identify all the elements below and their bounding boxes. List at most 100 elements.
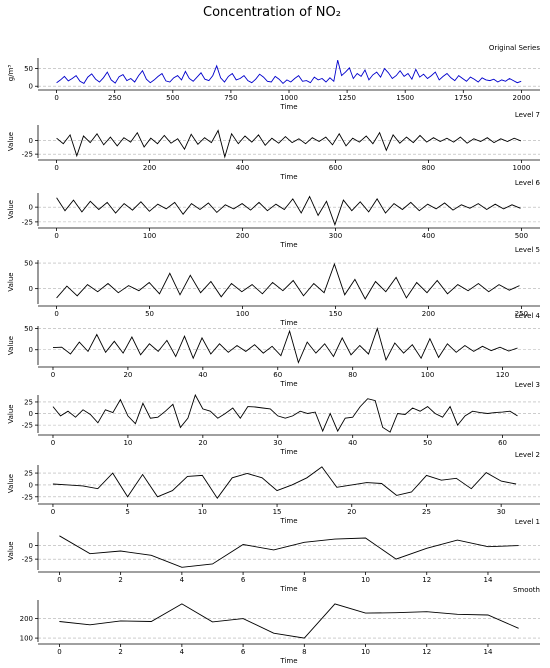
x-tick-label: 400	[422, 232, 435, 240]
x-tick-label: 0	[54, 310, 58, 318]
x-axis-label: Time	[279, 319, 297, 327]
x-tick-label: 500	[515, 232, 528, 240]
x-tick-label: 0	[51, 508, 55, 516]
x-tick-label: 15	[273, 508, 282, 516]
y-tick-label: -25	[22, 422, 33, 430]
x-tick-label: 20	[198, 439, 207, 447]
y-tick-label: -25	[22, 556, 33, 564]
x-axis-label: Time	[279, 241, 297, 249]
x-tick-label: 10	[198, 508, 207, 516]
x-tick-label: 500	[166, 94, 179, 102]
series-line	[52, 466, 517, 499]
x-tick-label: 8	[302, 576, 306, 584]
series-line	[56, 262, 520, 300]
x-tick-label: 100	[421, 371, 434, 379]
subplot-title: Level 5	[515, 246, 540, 254]
x-tick-label: 100	[143, 232, 156, 240]
y-tick-label: 0	[29, 346, 33, 354]
subplot-title: Original Series	[489, 44, 540, 52]
y-axis-label: g/m³	[7, 65, 15, 82]
x-tick-label: 1500	[396, 94, 414, 102]
x-tick-label: 14	[484, 576, 493, 584]
x-tick-label: 750	[224, 94, 237, 102]
x-axis-label: Time	[279, 517, 297, 525]
y-tick-label: -25	[22, 218, 33, 226]
x-tick-label: 250	[515, 310, 528, 318]
subplot-title: Level 6	[515, 179, 541, 187]
series-line	[52, 326, 518, 364]
y-tick-label: 0	[29, 410, 33, 418]
x-tick-label: 50	[145, 310, 154, 318]
x-tick-label: 1000	[280, 94, 298, 102]
y-axis-label: Value	[7, 404, 15, 423]
x-tick-label: 0	[54, 164, 58, 172]
y-axis-label: Value	[7, 132, 15, 151]
y-tick-label: 25	[24, 398, 33, 406]
subplot-title: Smooth	[513, 586, 540, 594]
series-line	[59, 535, 519, 568]
x-tick-label: 60	[498, 439, 507, 447]
subplot-title: Level 2	[515, 451, 540, 459]
x-tick-label: 4	[180, 648, 185, 656]
y-tick-label: 0	[29, 83, 33, 91]
y-tick-label: 0	[29, 137, 33, 145]
x-tick-label: 6	[241, 576, 246, 584]
figure-title: Concentration of NO₂	[203, 5, 341, 20]
subplot-1: Original Series 0 50 g/m³ 0 250 500 750 1000 1250…	[7, 44, 540, 111]
x-tick-label: 10	[361, 648, 370, 656]
subplot-6: Level 3 -25 0 25 Value 0 10 20 30 40 50 60 Time	[7, 381, 540, 456]
subplot-3: Level 6 -25 0 Value 0 100 200 300 400 500 Time	[7, 179, 541, 249]
x-tick-label: 200	[422, 310, 435, 318]
subplot-4: Level 5 0 50 Value 0 50 100 150 200 250 Time	[7, 246, 540, 327]
series-line	[59, 603, 519, 639]
x-tick-label: 10	[123, 439, 132, 447]
x-tick-label: 12	[422, 648, 431, 656]
y-tick-label: 0	[29, 542, 33, 550]
x-tick-label: 100	[236, 310, 249, 318]
x-tick-label: 10	[361, 576, 370, 584]
x-tick-label: 300	[329, 232, 342, 240]
x-tick-label: 120	[496, 371, 509, 379]
x-tick-label: 40	[348, 439, 357, 447]
x-axis-label: Time	[279, 657, 297, 665]
y-axis-label: Value	[7, 200, 15, 219]
y-tick-label: 0	[29, 481, 33, 489]
x-tick-label: 600	[329, 164, 342, 172]
y-tick-label: 50	[24, 65, 33, 73]
y-axis-label: Value	[7, 336, 15, 355]
x-tick-label: 200	[143, 164, 156, 172]
subplot-7: Level 2 -25 0 25 Value 0 5 10 15 20 25 30 Time	[7, 451, 540, 525]
subplot-title: Level 1	[515, 518, 540, 526]
x-tick-label: 2000	[512, 94, 530, 102]
series-line	[52, 393, 518, 433]
y-tick-label: 25	[24, 470, 33, 478]
x-tick-label: 20	[123, 371, 132, 379]
x-tick-label: 800	[422, 164, 435, 172]
x-tick-label: 14	[484, 648, 493, 656]
x-tick-label: 2	[118, 648, 122, 656]
y-axis-label: Value	[7, 272, 15, 291]
y-tick-label: -25	[22, 151, 33, 159]
x-tick-label: 20	[347, 508, 356, 516]
x-tick-label: 80	[348, 371, 357, 379]
x-tick-label: 200	[236, 232, 249, 240]
x-tick-label: 40	[198, 371, 207, 379]
series-line	[56, 129, 522, 159]
x-tick-label: 30	[497, 508, 506, 516]
x-tick-label: 8	[302, 648, 306, 656]
subplot-title: Level 4	[515, 312, 541, 320]
x-tick-label: 150	[329, 310, 342, 318]
x-tick-label: 30	[273, 439, 282, 447]
subplot-8: Level 1 -25 0 Value 0 2 4 6 8 10 12 14 Time	[7, 518, 540, 593]
x-axis-label: Time	[279, 103, 297, 111]
x-tick-label: 0	[54, 94, 58, 102]
subplot-2: Level 7 -25 0 Value 0 200 400 600 800 1000 Time	[7, 111, 540, 181]
y-tick-label: -25	[22, 493, 33, 501]
x-tick-label: 4	[180, 576, 185, 584]
y-axis-label: Value	[7, 541, 15, 560]
series-line	[56, 59, 522, 85]
y-tick-label: 0	[29, 285, 33, 293]
x-tick-label: 0	[54, 232, 58, 240]
